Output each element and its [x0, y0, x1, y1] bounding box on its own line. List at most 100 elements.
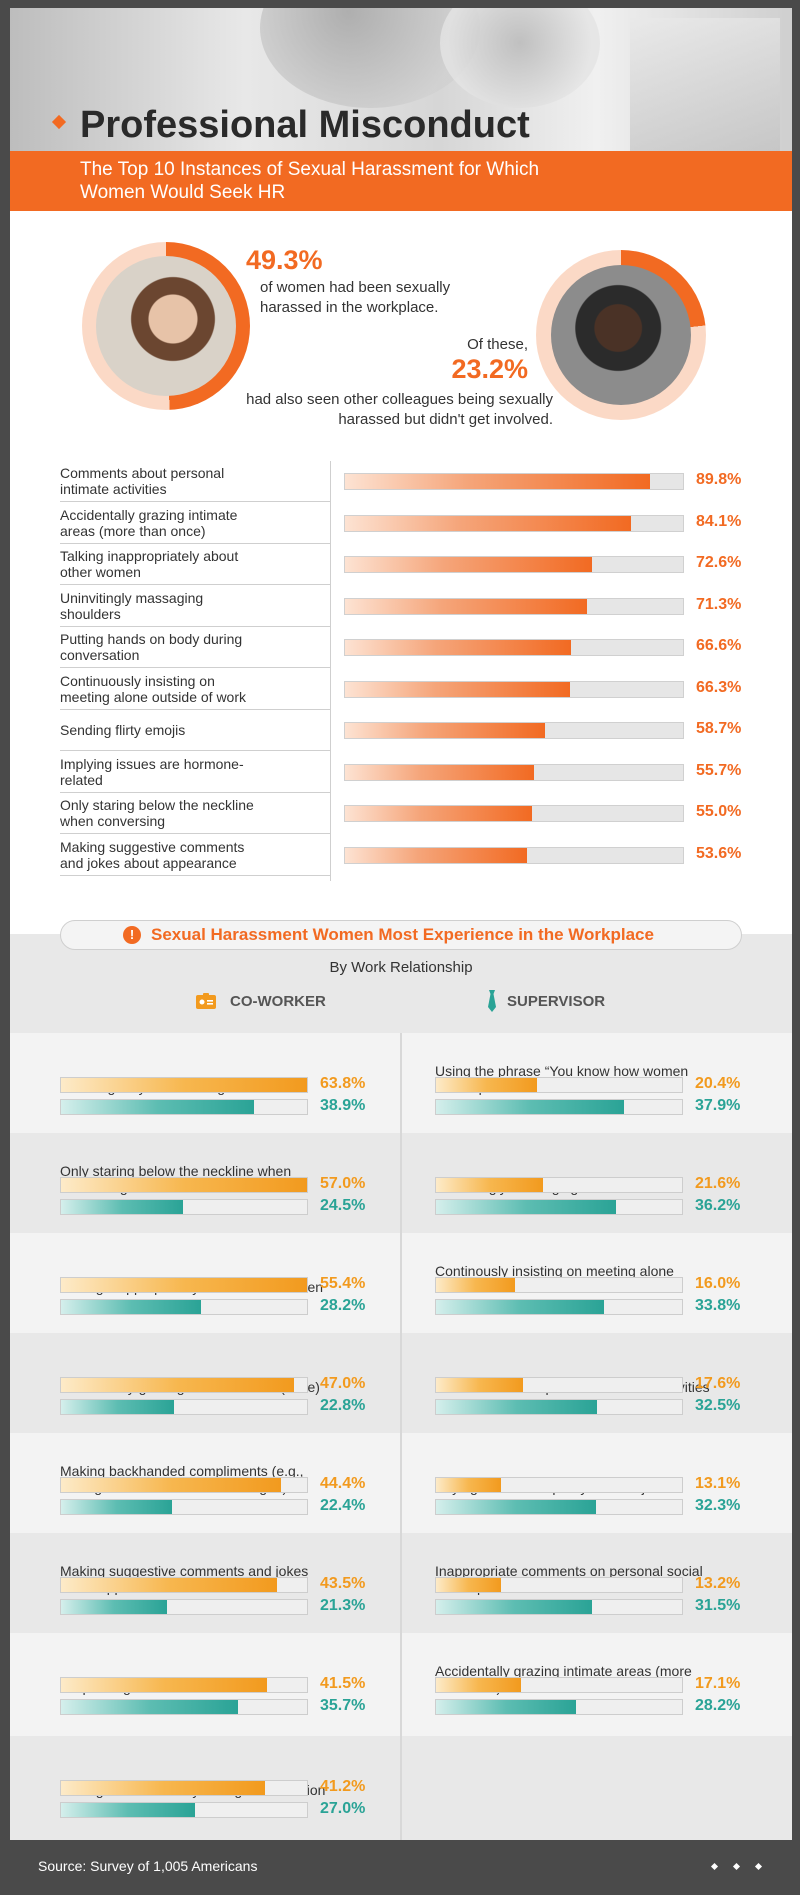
coworker-bar — [436, 1078, 538, 1092]
top10-value-label: 71.3% — [696, 595, 742, 613]
supervisor-bar-track — [60, 1802, 308, 1818]
coworker-value-label: 47.0% — [320, 1375, 366, 1392]
section-title: Sexual Harassment Women Most Experience … — [151, 925, 654, 944]
alert-icon: ! — [123, 926, 141, 944]
column-divider — [400, 1033, 402, 1840]
stat1-value: 49.3% — [246, 245, 323, 275]
coworker-value-label: 41.5% — [320, 1675, 366, 1692]
coworker-bar — [61, 1478, 282, 1492]
top10-bar — [345, 681, 571, 697]
coworker-bar — [61, 1378, 295, 1392]
top10-label: Continuously insisting on meeting alone … — [60, 669, 330, 710]
coworker-value-label: 13.1% — [695, 1475, 741, 1492]
coworker-value-label: 20.4% — [695, 1075, 741, 1092]
supervisor-bar-track — [60, 1099, 308, 1115]
supervisor-bar-track — [435, 1699, 683, 1715]
top10-label: Implying issues are hormone-related — [60, 752, 330, 793]
coworker-bar-track — [435, 1677, 683, 1693]
supervisor-bar — [61, 1300, 201, 1314]
coworker-bar-track — [435, 1277, 683, 1293]
stat2-text: had also seen other colleagues being sex… — [246, 391, 553, 428]
coworker-bar-track — [60, 1677, 308, 1693]
coworker-bar-track — [60, 1377, 308, 1393]
coworker-value-label: 43.5% — [320, 1575, 366, 1592]
supervisor-bar — [61, 1400, 175, 1414]
supervisor-bar — [61, 1600, 167, 1614]
top10-label-text: Making suggestive comments and jokes abo… — [60, 838, 245, 871]
top10-value-label: 89.8% — [696, 471, 742, 488]
infographic: Professional Misconduct The Top 10 Insta… — [10, 8, 792, 1840]
top10-bar-track — [344, 722, 684, 739]
supervisor-bar — [61, 1803, 195, 1817]
top10-bar-track — [344, 597, 684, 615]
top10-label-text: Continuously insisting on meeting alone … — [60, 672, 246, 705]
coworker-bar — [436, 1278, 516, 1292]
footer-dot — [754, 1862, 763, 1871]
supervisor-bar — [436, 1100, 624, 1114]
coworker-bar — [61, 1178, 307, 1192]
supervisor-bar-track — [435, 1599, 683, 1615]
top10-bar-track — [344, 514, 684, 532]
top10-label-text: Talking inappropriately about other wome… — [60, 548, 239, 580]
top10-label: Putting hands on body during conversatio… — [60, 627, 330, 668]
top10-bar-track — [344, 639, 684, 656]
coworker-value-label: 17.6% — [695, 1375, 741, 1392]
top10-bar — [345, 557, 592, 572]
section-subtitle: By Work Relationship — [329, 959, 473, 976]
top10-value-label: 84.1% — [696, 512, 742, 530]
coworker-bar — [436, 1478, 501, 1492]
supervisor-value-label: 33.8% — [695, 1297, 741, 1314]
coworker-bar — [436, 1178, 544, 1192]
supervisor-bar-track — [60, 1199, 308, 1215]
top10-value-label: 72.6% — [696, 554, 742, 571]
coworker-value-label: 17.1% — [695, 1675, 741, 1692]
supervisor-value-label: 32.3% — [695, 1497, 741, 1514]
coworker-bar — [436, 1678, 521, 1692]
coworker-bar-track — [60, 1077, 308, 1093]
supervisor-value-label: 35.7% — [320, 1697, 366, 1714]
top10-value-label: 66.6% — [696, 637, 742, 654]
chart-divider — [330, 461, 331, 881]
top10-label-text: Sending flirty emojis — [60, 722, 186, 738]
coworker-bar — [61, 1678, 267, 1692]
woman-photo-2 — [551, 265, 691, 405]
coworker-bar — [436, 1378, 524, 1392]
top10-label-text: Putting hands on body during conversatio… — [60, 631, 243, 663]
coworker-bar-track — [435, 1577, 683, 1593]
coworker-bar — [61, 1078, 307, 1092]
supervisor-bar-track — [435, 1499, 683, 1515]
supervisor-bar-track — [60, 1399, 308, 1415]
top10-bar-track — [344, 556, 684, 573]
legend-coworker: CO-WORKER — [230, 993, 326, 1010]
top10-bar — [345, 764, 535, 780]
top10-label: Accidentally grazing intimate areas (mor… — [60, 503, 330, 544]
top10-label: Sending flirty emojis — [60, 710, 330, 751]
coworker-bar — [436, 1578, 502, 1592]
coworker-bar-track — [60, 1577, 308, 1593]
coworker-bar-track — [435, 1177, 683, 1193]
supervisor-bar — [436, 1600, 593, 1614]
top10-bar — [345, 598, 588, 614]
supervisor-bar-track — [60, 1299, 308, 1315]
coworker-value-label: 41.2% — [320, 1778, 366, 1795]
source-note: Source: Survey of 1,005 Americans — [38, 1858, 258, 1874]
top10-label: Making suggestive comments and jokes abo… — [60, 835, 330, 876]
coworker-bar — [61, 1278, 307, 1292]
supervisor-value-label: 22.4% — [320, 1497, 366, 1514]
supervisor-bar-track — [60, 1699, 308, 1715]
top10-bar — [345, 474, 651, 489]
coworker-value-label: 16.0% — [695, 1275, 741, 1292]
top10-bar-track — [344, 846, 684, 864]
supervisor-value-label: 24.5% — [320, 1197, 366, 1214]
coworker-bar — [61, 1578, 277, 1592]
top10-label-text: Implying issues are hormone-related — [60, 755, 244, 788]
supervisor-value-label: 28.2% — [320, 1297, 366, 1314]
top10-label: Talking inappropriately about other wome… — [60, 544, 330, 585]
coworker-bar-track — [60, 1477, 308, 1493]
supervisor-bar-track — [435, 1199, 683, 1215]
supervisor-value-label: 36.2% — [695, 1197, 741, 1214]
supervisor-bar — [61, 1500, 173, 1514]
top10-value-label: 58.7% — [696, 720, 742, 737]
supervisor-bar-track — [435, 1299, 683, 1315]
coworker-bar-track — [60, 1780, 308, 1796]
